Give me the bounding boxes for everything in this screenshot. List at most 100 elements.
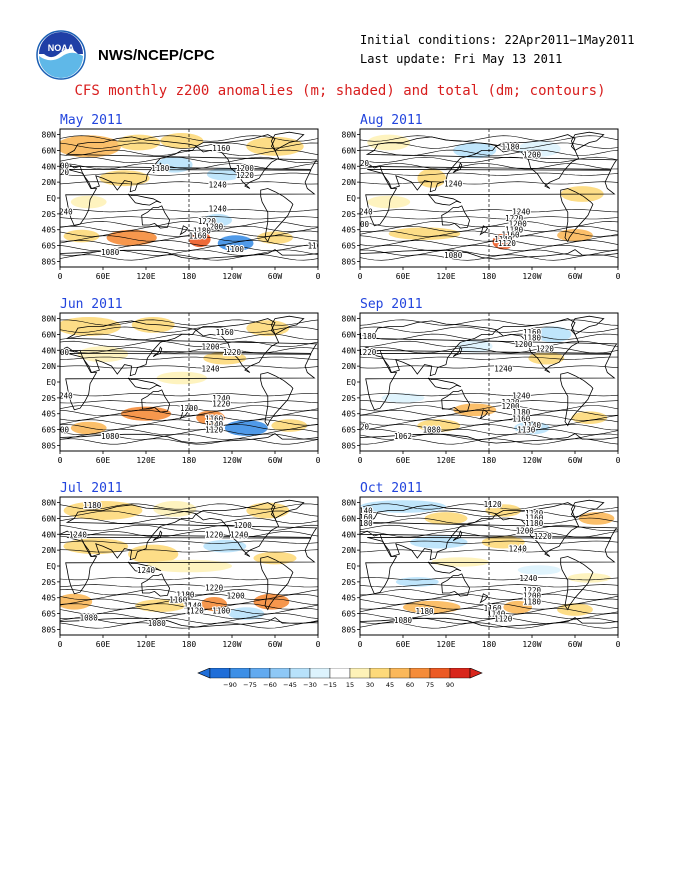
lat-tick-label: 60N bbox=[42, 330, 57, 339]
lat-tick-label: 40S bbox=[342, 410, 357, 419]
coastline-eurasia bbox=[60, 136, 318, 193]
coastline-japan bbox=[152, 530, 163, 541]
contour-label: 1220 bbox=[205, 530, 224, 539]
contour-label: 1140 bbox=[184, 602, 203, 611]
contour-line bbox=[60, 405, 318, 412]
lon-tick-label: 180 bbox=[482, 456, 497, 465]
contour-label: 1220 bbox=[358, 348, 377, 357]
contour-label: 1180 bbox=[523, 598, 542, 607]
contour-label: 1220 bbox=[212, 399, 231, 408]
contour-label: 1180 bbox=[151, 164, 170, 173]
colorbar-tick-label: −60 bbox=[263, 681, 277, 689]
contour-label: 1080 bbox=[423, 426, 442, 435]
last-update: Last update: Fri May 13 2011 bbox=[360, 52, 563, 66]
contour-label: 1120 bbox=[351, 422, 370, 431]
contour-label: 1160 bbox=[525, 514, 544, 523]
lon-tick-label: 120W bbox=[522, 272, 541, 281]
lon-tick-label: 120W bbox=[522, 456, 541, 465]
contour-label: 1200 bbox=[227, 591, 246, 600]
coastline-japan bbox=[152, 346, 163, 357]
colorbar-segment bbox=[449, 668, 471, 679]
lon-tick-label: 0 bbox=[616, 640, 621, 649]
coastline-indonesia bbox=[127, 193, 162, 206]
coastline-africa bbox=[65, 537, 316, 595]
coastline-north-america bbox=[195, 134, 280, 189]
coastline-indonesia bbox=[427, 561, 462, 574]
lat-tick-label: 60S bbox=[342, 242, 357, 251]
lat-tick-label: 20N bbox=[42, 546, 57, 555]
anomaly-region bbox=[60, 135, 121, 158]
lat-tick-label: 80N bbox=[42, 131, 57, 140]
contour-label: 1200 bbox=[514, 340, 533, 349]
contour-label: 1240 bbox=[209, 204, 228, 213]
contour-label: 1220 bbox=[51, 168, 70, 177]
coastline-eurasia bbox=[60, 504, 318, 561]
map-title: Jul 2011 bbox=[60, 481, 123, 496]
coastline-new-zealand bbox=[179, 593, 189, 604]
lon-tick-label: 0 bbox=[316, 456, 321, 465]
lon-tick-label: 0 bbox=[316, 640, 321, 649]
coastline-antarctica bbox=[360, 433, 618, 451]
lon-tick-label: 120E bbox=[136, 640, 155, 649]
lat-tick-label: 40N bbox=[42, 346, 57, 355]
coastline-indonesia bbox=[127, 561, 162, 574]
contour-label: 1200 bbox=[516, 526, 535, 535]
contour-line bbox=[360, 405, 618, 412]
colorbar-segment bbox=[429, 668, 451, 679]
lat-tick-label: 80N bbox=[342, 131, 357, 140]
contour-label: 1100 bbox=[212, 606, 231, 615]
lon-tick-label: 60E bbox=[96, 640, 111, 649]
coastline-new-zealand bbox=[179, 225, 189, 236]
contour-label: 1080 bbox=[148, 619, 167, 628]
contour-line bbox=[360, 135, 618, 142]
coastline-eurasia bbox=[360, 320, 618, 377]
lat-tick-label: 40S bbox=[342, 226, 357, 235]
coastline-new-zealand bbox=[179, 409, 189, 420]
colorbar-segment bbox=[349, 668, 371, 679]
contour-line bbox=[60, 240, 318, 247]
lat-tick-label: 40S bbox=[42, 594, 57, 603]
lon-tick-label: 120E bbox=[136, 272, 155, 281]
lon-tick-label: 120E bbox=[436, 456, 455, 465]
anomaly-region bbox=[246, 136, 304, 156]
lon-tick-label: 180 bbox=[182, 272, 197, 281]
lon-tick-label: 60W bbox=[268, 640, 283, 649]
coastline-australia bbox=[441, 389, 471, 413]
lon-tick-label: 60E bbox=[396, 456, 411, 465]
lon-tick-label: 60E bbox=[396, 640, 411, 649]
colorbar-tick-label: 45 bbox=[386, 681, 394, 689]
coastline-japan bbox=[452, 530, 463, 541]
lat-tick-label: 20N bbox=[42, 362, 57, 371]
contour-line bbox=[60, 142, 318, 149]
contour-label: 1080 bbox=[101, 248, 120, 257]
contour-label: 1200 bbox=[523, 150, 542, 159]
contour-label: 1220 bbox=[536, 345, 555, 354]
colorbar-tick-label: −90 bbox=[223, 681, 237, 689]
lat-tick-label: 60N bbox=[342, 330, 357, 339]
coastline-africa bbox=[65, 353, 316, 411]
contour-line bbox=[60, 356, 318, 360]
contour-label: 1220 bbox=[351, 159, 370, 168]
lat-tick-label: EQ bbox=[346, 562, 356, 571]
lat-tick-label: 80N bbox=[42, 315, 57, 324]
lon-tick-label: 60E bbox=[396, 272, 411, 281]
lat-tick-label: 60S bbox=[342, 426, 357, 435]
contour-line bbox=[360, 608, 618, 615]
contour-line bbox=[360, 181, 618, 185]
contour-label: 1240 bbox=[512, 208, 531, 217]
contour-label: 1200 bbox=[509, 219, 528, 228]
lat-tick-label: EQ bbox=[46, 562, 56, 571]
coastline-indonesia bbox=[427, 193, 462, 206]
contour-label: 1140 bbox=[523, 421, 542, 430]
contour-label: 1180 bbox=[355, 519, 374, 528]
colorbar-tick-label: −15 bbox=[323, 681, 337, 689]
lon-tick-label: 60W bbox=[268, 272, 283, 281]
contour-label: 1180 bbox=[83, 501, 102, 510]
contour-label: 1220 bbox=[505, 214, 524, 223]
contour-label: 1240 bbox=[212, 394, 231, 403]
coastline-eurasia bbox=[360, 136, 618, 193]
lat-tick-label: 20S bbox=[342, 394, 357, 403]
coastline-greenland bbox=[570, 131, 605, 151]
